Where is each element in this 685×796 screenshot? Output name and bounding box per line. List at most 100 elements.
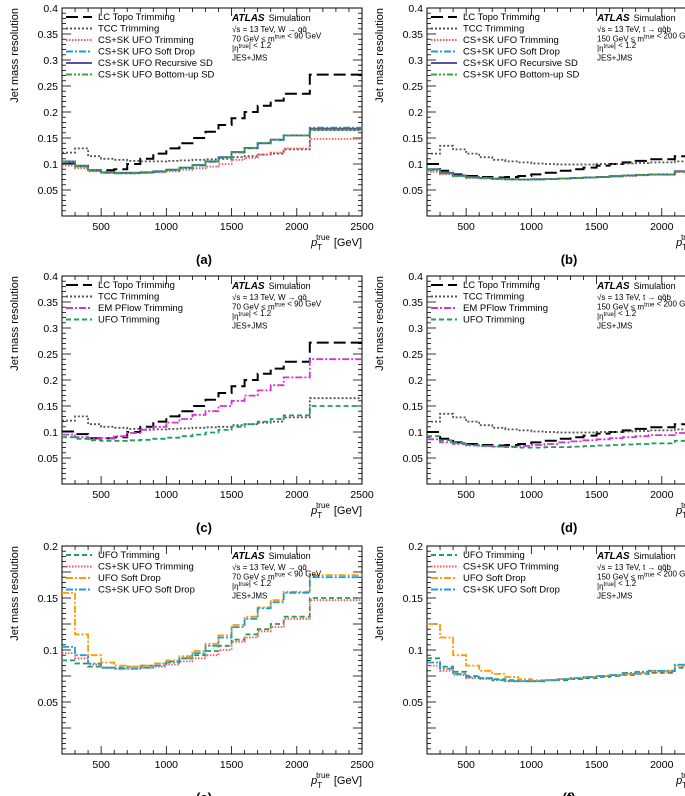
y-tick-label: 0.15 [403,401,424,413]
y-tick-label: 0.3 [408,323,423,335]
legend-entry-label: CS+SK UFO Soft Drop [98,585,195,596]
x-tick-label: 1500 [220,759,244,771]
x-tick-label: 500 [457,759,475,771]
series-line-ufo-soft-drop [62,574,362,668]
chart-panel-b: 0.05 0.1 0.15 0.2 0.25 0.3 0.35 0.4 500 1000 1500 2… [374,3,685,267]
legend-entry-label: LC Topo Trimming [463,280,540,291]
annotation-line: JES+JMS [232,54,267,63]
series-line-ufo-soft-drop [427,623,685,682]
annotation-line: JES+JMS [597,322,632,331]
panel-label: (b) [561,252,578,267]
x-tick-label: 1500 [220,489,244,501]
series-line-lc-topo-trimming [427,155,685,179]
y-tick-label: 0.2 [43,541,58,553]
atlas-label: ATLAS Simulation [596,13,676,24]
y-axis-label: Jet mass resolution [9,8,21,103]
annotation-line: |ηtrue| < 1.2 [597,41,637,53]
legend-entry-label: CS+SK UFO Bottom-up SD [463,70,580,81]
x-tick-label: 2000 [285,221,309,233]
y-tick-label: 0.1 [408,645,423,657]
legend-entry-label: CS+SK UFO Recursive SD [98,58,213,69]
annotation-line: 70 GeV ≤ mtrue < 90 GeV [232,300,322,312]
legend-entry-label: TCC Trimming [463,24,524,35]
y-tick-label: 0.4 [408,271,423,283]
x-axis-label: pTtrue[GeV] [675,233,685,252]
annotation-line: JES+JMS [232,322,267,331]
panel-label: (f) [563,790,576,796]
y-tick-label: 0.15 [38,401,59,413]
annotation-line: 150 GeV ≤ mtrue < 200 GeV [597,300,685,312]
series-line-cs-sk-ufo-soft-drop [62,126,362,175]
series-line-tcc-trimming [427,144,685,166]
x-tick-label: 2000 [285,489,309,501]
y-tick-label: 0.1 [43,427,58,439]
y-tick-label: 0.2 [408,375,423,387]
x-tick-label: 2500 [350,221,374,233]
annotation-line: JES+JMS [597,592,632,601]
series-line-tcc-trimming [62,129,362,163]
x-axis-label: pTtrue[GeV] [310,233,362,252]
annotation-line: √s = 13 TeV, t → qq̄b [597,25,672,34]
series-group [427,623,685,683]
x-tick-label: 1500 [585,221,609,233]
atlas-label: ATLAS Simulation [231,281,311,292]
chart-panel-c: 0.05 0.1 0.15 0.2 0.25 0.3 0.35 0.4 500 1000 1500 2… [9,271,374,535]
legend-entry-label: EM PFlow Trimming [463,303,548,314]
legend-entry-label: CS+SK UFO Trimming [98,35,194,46]
annotation-line: |ηtrue| < 1.2 [597,579,637,591]
x-tick-label: 1000 [520,221,544,233]
atlas-label: ATLAS Simulation [596,281,676,292]
series-line-cs-sk-ufo-trimming [62,599,362,670]
y-tick-label: 0.35 [38,29,59,41]
legend-entry-label: CS+SK UFO Soft Drop [463,585,560,596]
series-line-lc-topo-trimming [62,341,362,440]
atlas-label: ATLAS Simulation [231,13,311,24]
legend-entry-label: TCC Trimming [98,24,159,35]
legend-entry-label: LC Topo Trimming [463,12,540,23]
y-tick-label: 0.1 [43,159,58,171]
x-axis-label: pTtrue[GeV] [675,771,685,790]
panel-label: (e) [196,790,212,796]
series-line-cs-sk-ufo-soft-drop [62,576,362,670]
annotation-line: |ηtrue| < 1.2 [232,579,272,591]
y-tick-label: 0.05 [403,185,424,197]
x-axis-label: pTtrue[GeV] [675,501,685,520]
x-tick-label: 500 [92,221,110,233]
legend-entry-label: CS+SK UFO Recursive SD [463,58,578,69]
annotation-line: √s = 13 TeV, t → qq̄b [597,563,672,572]
panel-label: (c) [196,520,212,535]
y-tick-label: 0.2 [43,107,58,119]
series-group [427,412,685,449]
y-tick-label: 0.2 [408,107,423,119]
legend-entry-label: UFO Trimming [463,315,525,326]
legend-entry-label: LC Topo Trimming [98,12,175,23]
series-line-em-pflow-trimming [427,432,685,448]
legend-entry-label: LC Topo Trimming [98,280,175,291]
x-tick-label: 1500 [585,759,609,771]
legend-entry-label: CS+SK UFO Trimming [463,562,559,573]
y-tick-label: 0.35 [403,297,424,309]
annotation-line: |ηtrue| < 1.2 [597,309,637,321]
legend-entry-label: TCC Trimming [98,292,159,303]
annotation-line: |ηtrue| < 1.2 [232,41,272,53]
x-tick-label: 2500 [350,759,374,771]
x-tick-label: 500 [457,489,475,501]
legend-entry-label: CS+SK UFO Bottom-up SD [98,70,215,81]
x-axis-label: pTtrue[GeV] [310,771,362,790]
x-tick-label: 1500 [220,221,244,233]
series-group [427,144,685,181]
y-axis-label: Jet mass resolution [374,546,386,641]
y-axis-label: Jet mass resolution [9,546,21,641]
series-group [62,73,362,175]
series-group [62,341,362,442]
x-tick-label: 1500 [585,489,609,501]
panel-label: (d) [561,520,578,535]
x-tick-label: 2000 [650,759,674,771]
y-axis-label: Jet mass resolution [9,276,21,371]
series-line-cs-sk-ufo-bottom-up-sd [427,168,685,181]
y-tick-label: 0.3 [43,55,58,67]
annotation-line: 150 GeV ≤ mtrue < 200 GeV [597,570,685,582]
series-line-ufo-trimming [62,597,362,669]
legend-entry-label: TCC Trimming [463,292,524,303]
legend-entry-label: UFO Trimming [98,315,160,326]
